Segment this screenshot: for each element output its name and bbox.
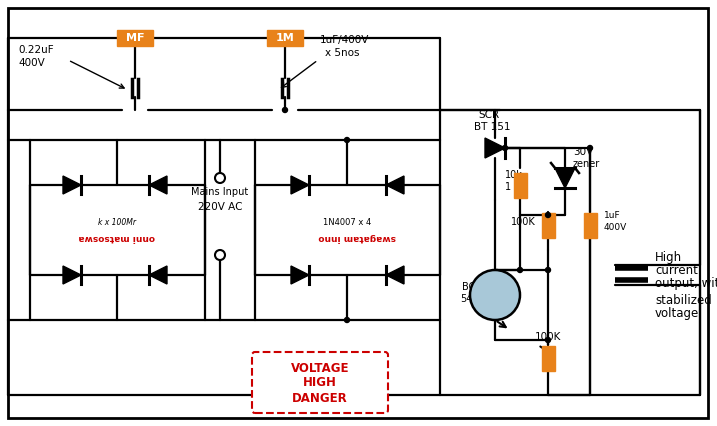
Text: 400V: 400V [604,223,627,232]
Circle shape [282,107,288,112]
Text: 1 w: 1 w [505,182,522,192]
Text: 1N4007 x 4: 1N4007 x 4 [323,218,371,227]
Circle shape [344,138,349,143]
Circle shape [518,268,523,273]
Text: current: current [655,265,698,277]
Text: 100K: 100K [535,332,561,342]
Text: stabilized: stabilized [655,294,712,306]
Polygon shape [555,168,575,188]
Text: 1M: 1M [275,33,295,43]
Text: 1uF/400V: 1uF/400V [320,35,369,45]
Polygon shape [63,176,81,194]
Bar [584,213,597,238]
Text: swagatam inno: swagatam inno [318,233,396,242]
Text: onni matsoswa: onni matsoswa [79,233,156,242]
Text: 100K: 100K [511,217,536,227]
Circle shape [344,317,349,322]
Text: SCR: SCR [478,110,499,120]
Bar [267,30,303,46]
Text: DANGER: DANGER [292,391,348,405]
Text: 400V: 400V [18,58,44,68]
Text: k x 100Mr: k x 100Mr [98,218,136,227]
Circle shape [546,213,551,218]
Bar [513,173,526,198]
Polygon shape [386,266,404,284]
Text: 30V: 30V [573,147,593,157]
Text: High: High [655,251,682,265]
Circle shape [215,173,225,183]
Text: HIGH: HIGH [303,377,337,389]
Text: x 5nos: x 5nos [325,48,359,58]
Polygon shape [291,176,309,194]
Circle shape [503,146,508,150]
Circle shape [546,268,551,273]
Text: 10k: 10k [505,170,523,180]
Text: voltage: voltage [655,306,699,320]
Polygon shape [291,266,309,284]
Text: 0.22uF: 0.22uF [18,45,54,55]
Text: VOLTAGE: VOLTAGE [291,362,349,374]
Text: zener: zener [573,159,600,169]
FancyBboxPatch shape [252,352,388,413]
Circle shape [215,250,225,260]
Bar [117,30,153,46]
Text: Mains Input: Mains Input [191,187,249,197]
Text: 1uF: 1uF [604,211,621,220]
Text: MF: MF [125,33,144,43]
Polygon shape [386,176,404,194]
Text: output, with: output, with [655,277,717,291]
Polygon shape [149,176,167,194]
Text: BT 151: BT 151 [474,122,511,132]
Text: 220V AC: 220V AC [198,202,242,212]
Bar [541,213,554,238]
Polygon shape [149,266,167,284]
Polygon shape [63,266,81,284]
Circle shape [470,270,520,320]
Polygon shape [485,138,505,158]
Text: 546: 546 [460,294,478,304]
Circle shape [546,337,551,343]
Text: BC: BC [462,282,475,292]
Bar [541,345,554,371]
Circle shape [587,146,592,150]
